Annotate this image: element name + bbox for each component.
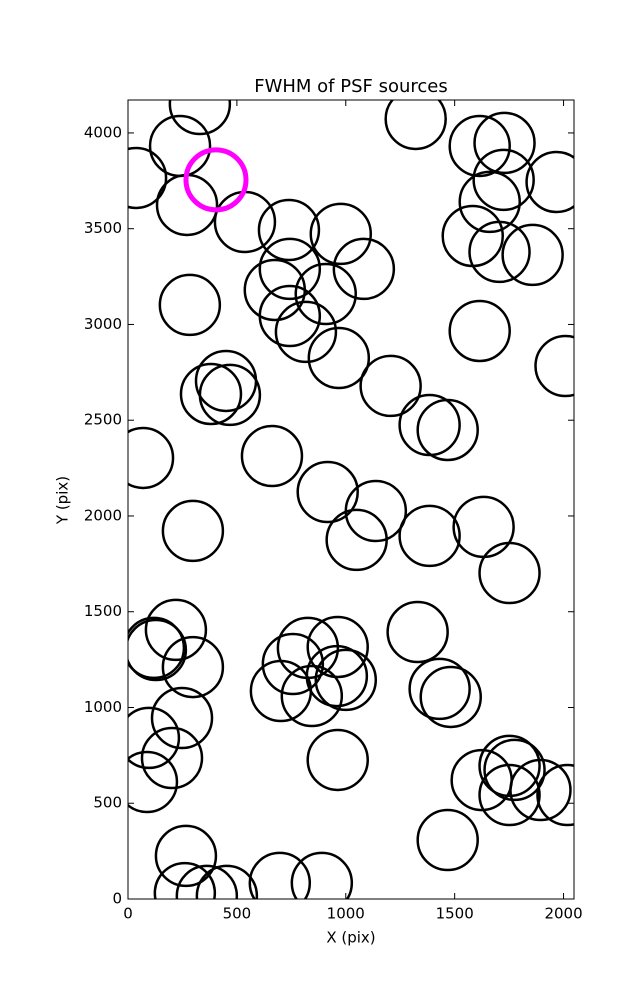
source-circle xyxy=(128,426,175,490)
source-circle xyxy=(478,763,541,827)
source-circle xyxy=(458,170,521,234)
source-circle xyxy=(128,706,181,770)
source-circle xyxy=(416,398,479,462)
source-circle xyxy=(398,504,461,568)
source-circle xyxy=(332,237,396,301)
source-circle xyxy=(472,148,535,212)
source-circle xyxy=(448,299,511,363)
y-tick-label: 3500 xyxy=(84,219,122,237)
source-circle xyxy=(408,657,471,721)
source-circle xyxy=(257,198,321,262)
plot-area xyxy=(128,100,574,899)
source-circle xyxy=(258,284,322,348)
source-circle xyxy=(294,262,357,326)
source-circle xyxy=(478,541,541,605)
source-circle xyxy=(386,600,449,664)
source-circle xyxy=(183,147,249,213)
source-circle xyxy=(314,648,378,712)
source-circle xyxy=(128,618,188,682)
source-circle xyxy=(309,202,373,266)
source-circle xyxy=(161,635,225,699)
source-circle xyxy=(153,861,217,899)
source-circle xyxy=(140,726,204,790)
source-circle xyxy=(154,824,218,888)
source-circle xyxy=(258,237,322,301)
source-circle xyxy=(290,851,354,899)
source-circle xyxy=(525,150,574,214)
chart-title: FWHM of PSF sources xyxy=(254,76,448,97)
x-tick-label: 1500 xyxy=(436,905,474,923)
source-circle xyxy=(248,851,312,899)
source-circle xyxy=(280,664,344,728)
y-tick-label: 0 xyxy=(112,890,122,908)
source-circle xyxy=(168,100,232,136)
x-tick-label: 500 xyxy=(223,905,252,923)
x-axis-label: X (pix) xyxy=(326,929,375,947)
source-circle xyxy=(534,334,574,398)
source-circle xyxy=(158,273,222,337)
y-tick-label: 3000 xyxy=(84,315,122,333)
source-circle xyxy=(501,223,564,287)
source-circle xyxy=(128,146,168,210)
source-circle xyxy=(249,659,313,723)
source-circle xyxy=(150,686,214,750)
source-circle xyxy=(359,354,422,418)
y-axis-label: Y (pix) xyxy=(54,476,72,525)
source-circle xyxy=(128,750,179,814)
y-tick-label: 2500 xyxy=(84,411,122,429)
source-circle xyxy=(536,763,574,827)
x-tick-label: 0 xyxy=(123,905,133,923)
source-circle xyxy=(306,615,369,679)
source-circle xyxy=(384,100,447,151)
source-circle xyxy=(274,300,338,364)
source-circle xyxy=(468,220,531,284)
y-tick-label: 500 xyxy=(93,794,122,812)
source-circle xyxy=(478,734,541,798)
source-circle xyxy=(483,738,546,802)
source-circle xyxy=(325,508,388,572)
x-tick-label: 2000 xyxy=(544,905,582,923)
y-tick-label: 1500 xyxy=(84,602,122,620)
source-circle xyxy=(128,616,186,680)
y-tick-label: 4000 xyxy=(84,123,122,141)
source-circle xyxy=(448,114,511,178)
source-circle xyxy=(198,363,262,427)
source-circle xyxy=(240,424,304,488)
source-circle xyxy=(306,728,369,792)
source-circle xyxy=(261,632,325,696)
source-circle xyxy=(161,499,225,563)
source-circle xyxy=(144,598,208,662)
source-circle xyxy=(419,665,482,729)
source-circle xyxy=(473,111,536,175)
source-circle xyxy=(195,864,259,899)
source-circle xyxy=(307,326,371,390)
y-tick-label: 1000 xyxy=(84,698,122,716)
source-circle xyxy=(416,808,479,872)
source-circle xyxy=(179,362,243,426)
source-circle xyxy=(296,460,359,524)
source-circle xyxy=(509,758,572,822)
y-tick-label: 2000 xyxy=(84,506,122,524)
x-tick-label: 1000 xyxy=(327,905,365,923)
